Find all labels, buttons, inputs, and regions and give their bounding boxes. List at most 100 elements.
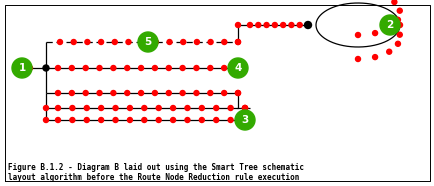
Circle shape xyxy=(57,39,62,44)
Circle shape xyxy=(397,23,401,28)
Circle shape xyxy=(386,25,391,30)
Circle shape xyxy=(12,58,32,78)
Circle shape xyxy=(170,118,175,123)
Circle shape xyxy=(84,105,89,110)
Circle shape xyxy=(180,91,185,95)
Circle shape xyxy=(221,65,226,70)
Text: 5: 5 xyxy=(144,37,151,47)
Circle shape xyxy=(296,23,302,28)
Circle shape xyxy=(111,91,115,95)
Circle shape xyxy=(263,23,269,28)
Circle shape xyxy=(156,105,161,110)
Circle shape xyxy=(83,65,88,70)
Circle shape xyxy=(125,65,129,70)
Circle shape xyxy=(304,22,311,28)
Circle shape xyxy=(99,39,103,44)
Circle shape xyxy=(247,23,252,28)
Circle shape xyxy=(113,105,118,110)
Circle shape xyxy=(84,118,89,123)
Circle shape xyxy=(199,118,204,123)
Circle shape xyxy=(69,91,74,95)
Text: 3: 3 xyxy=(241,115,248,125)
Text: 1: 1 xyxy=(18,63,26,73)
Circle shape xyxy=(379,15,399,35)
Circle shape xyxy=(221,91,226,95)
Circle shape xyxy=(235,39,240,44)
Circle shape xyxy=(199,105,204,110)
Circle shape xyxy=(113,118,118,123)
Text: 4: 4 xyxy=(234,63,241,73)
Circle shape xyxy=(43,65,49,71)
Circle shape xyxy=(56,91,60,95)
Circle shape xyxy=(156,118,161,123)
Circle shape xyxy=(99,105,103,110)
Circle shape xyxy=(207,91,212,95)
Circle shape xyxy=(242,105,247,110)
Circle shape xyxy=(391,0,396,4)
Circle shape xyxy=(166,65,171,70)
Circle shape xyxy=(152,91,157,95)
Circle shape xyxy=(138,91,143,95)
Circle shape xyxy=(194,91,198,95)
Circle shape xyxy=(235,39,240,44)
Circle shape xyxy=(85,39,90,44)
Circle shape xyxy=(141,105,146,110)
Circle shape xyxy=(234,110,254,130)
Circle shape xyxy=(242,118,247,123)
Circle shape xyxy=(126,39,131,44)
Circle shape xyxy=(386,49,391,54)
Circle shape xyxy=(227,58,247,78)
Circle shape xyxy=(221,39,226,44)
Circle shape xyxy=(167,39,171,44)
Circle shape xyxy=(27,65,33,70)
Circle shape xyxy=(56,118,60,123)
Circle shape xyxy=(194,39,199,44)
Text: 2: 2 xyxy=(385,20,393,30)
Circle shape xyxy=(355,57,360,62)
Circle shape xyxy=(227,105,233,110)
Circle shape xyxy=(138,65,143,70)
Circle shape xyxy=(213,118,218,123)
Circle shape xyxy=(242,105,247,110)
Circle shape xyxy=(112,39,117,44)
Circle shape xyxy=(56,105,60,110)
Circle shape xyxy=(141,118,146,123)
Circle shape xyxy=(138,32,158,52)
Circle shape xyxy=(207,65,212,70)
Circle shape xyxy=(396,32,401,37)
Circle shape xyxy=(235,65,240,70)
Circle shape xyxy=(213,105,218,110)
Circle shape xyxy=(56,65,60,70)
Circle shape xyxy=(235,23,240,28)
Circle shape xyxy=(288,23,293,28)
Circle shape xyxy=(242,118,247,123)
Circle shape xyxy=(372,55,377,60)
Circle shape xyxy=(170,105,175,110)
Circle shape xyxy=(235,91,240,95)
Circle shape xyxy=(194,65,198,70)
Circle shape xyxy=(97,65,102,70)
Circle shape xyxy=(127,105,132,110)
Circle shape xyxy=(69,65,74,70)
Circle shape xyxy=(99,118,103,123)
Circle shape xyxy=(111,65,115,70)
Circle shape xyxy=(43,118,48,123)
Circle shape xyxy=(127,118,132,123)
Circle shape xyxy=(152,65,157,70)
Circle shape xyxy=(166,91,171,95)
Circle shape xyxy=(255,23,260,28)
Circle shape xyxy=(227,118,233,123)
Circle shape xyxy=(396,8,401,13)
Circle shape xyxy=(153,39,158,44)
Circle shape xyxy=(355,33,360,38)
Circle shape xyxy=(70,118,75,123)
Circle shape xyxy=(395,17,400,22)
Text: Figure B.1.2 - Diagram B laid out using the Smart Tree schematic
layout algorith: Figure B.1.2 - Diagram B laid out using … xyxy=(8,163,303,182)
Circle shape xyxy=(272,23,277,28)
Circle shape xyxy=(139,39,145,44)
Circle shape xyxy=(180,65,185,70)
Circle shape xyxy=(83,91,88,95)
Circle shape xyxy=(372,31,377,36)
Circle shape xyxy=(280,23,285,28)
Circle shape xyxy=(391,23,396,28)
